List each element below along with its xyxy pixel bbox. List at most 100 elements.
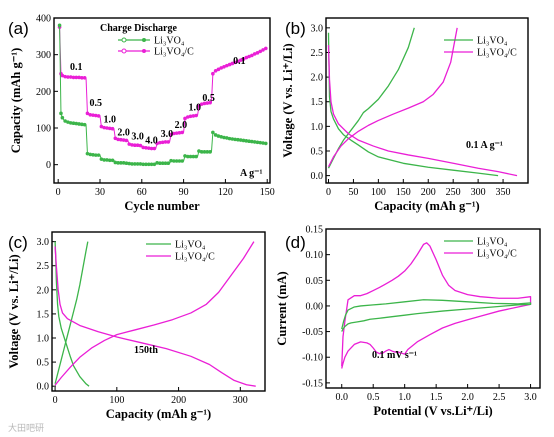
data-point (230, 137, 235, 141)
data-point (77, 122, 81, 126)
data-point (138, 143, 143, 148)
data-point (71, 121, 76, 126)
data-point (77, 75, 81, 80)
y-tick-label: 1.0 (311, 122, 324, 133)
data-point (124, 138, 129, 143)
y-axis-label: Voltage (V vs. Li⁺/Li) (7, 254, 21, 368)
data-point (247, 54, 251, 59)
data-point (252, 52, 257, 56)
data-point (110, 158, 115, 163)
data-point (225, 63, 229, 68)
data-point (146, 162, 151, 167)
data-point (202, 101, 207, 106)
data-point (261, 48, 265, 52)
y-tick-label: 2.0 (311, 73, 324, 84)
plot-frame (53, 17, 271, 184)
data-point (199, 150, 204, 154)
y-tick-label: 0.5 (311, 146, 324, 157)
data-point (91, 152, 95, 157)
rate-label: 1.0 (103, 115, 116, 126)
data-point (241, 57, 246, 61)
data-point (219, 66, 224, 70)
rate-label: 3.0 (161, 129, 174, 140)
data-point (247, 139, 251, 143)
y-tick-label: 2.0 (37, 285, 50, 296)
data-point (264, 141, 268, 146)
series-line (341, 242, 532, 369)
data-point (85, 111, 90, 116)
y-tick-label: 0.10 (306, 250, 324, 261)
y-tick-label: 3.0 (37, 237, 50, 248)
data-point (60, 115, 65, 120)
y-tick-label: 2.5 (311, 48, 324, 59)
data-point (255, 140, 260, 145)
data-point (82, 75, 87, 80)
x-tick-label: 120 (218, 187, 233, 198)
series-line (54, 241, 90, 387)
legend-marker (121, 37, 127, 43)
data-point (211, 71, 215, 76)
rate-label: 0.5 (202, 93, 215, 104)
y-tick-label: 3.0 (311, 23, 324, 34)
x-axis-label: Capacity (mAh g⁻¹) (374, 199, 479, 213)
data-point (194, 113, 198, 118)
data-point (225, 136, 229, 140)
data-point (208, 100, 212, 105)
panel-label: (b) (285, 19, 306, 38)
data-point (185, 115, 190, 119)
legend-entry: Li₃VO₄/C (477, 48, 517, 59)
data-point (238, 138, 243, 142)
data-point (177, 130, 182, 135)
data-point (205, 150, 210, 154)
rate-label: 1.0 (188, 102, 201, 113)
x-tick-label: 60 (137, 187, 147, 198)
data-point (244, 55, 249, 60)
data-point (105, 158, 109, 162)
y-tick-label: 0 (46, 160, 51, 171)
data-point (82, 122, 87, 127)
legend-marker (142, 38, 146, 42)
data-point (155, 161, 159, 165)
data-point (63, 119, 67, 123)
legend-entry: Li₃VO₄/C (175, 252, 215, 263)
data-point (213, 69, 218, 73)
data-point (163, 161, 168, 165)
data-point (169, 158, 173, 163)
y-tick-label: 0.15 (306, 225, 324, 236)
data-point (163, 140, 168, 144)
data-point (133, 162, 137, 166)
data-point (116, 161, 120, 165)
legend-entry: Li₃VO₄ (477, 36, 508, 47)
data-point (194, 154, 198, 159)
data-point (185, 154, 190, 159)
data-point (197, 149, 201, 153)
data-point (177, 159, 182, 163)
rate-label: 0.1 (70, 62, 83, 73)
data-point (252, 140, 257, 144)
panel-b: 0 50 100 150 200 250 300 350 0.0 0.5 1.0 1.5 2.0 2.5 3… (281, 17, 529, 213)
data-point (144, 162, 148, 167)
data-point (169, 132, 173, 137)
data-point (188, 114, 193, 119)
data-point (149, 162, 154, 167)
data-point (102, 125, 106, 130)
y-tick-label: 100 (36, 124, 51, 135)
data-point (113, 160, 118, 165)
series-line (54, 246, 256, 387)
legend-marker (121, 48, 127, 54)
y-tick-label: 0.5 (37, 358, 50, 369)
data-point (66, 75, 70, 79)
y-tick-label: 0.0 (311, 171, 324, 182)
data-point (255, 51, 260, 55)
x-tick-label: 250 (446, 187, 461, 198)
data-point (205, 101, 210, 105)
y-tick-label: 300 (36, 50, 51, 61)
data-point (258, 49, 263, 54)
data-point (258, 140, 263, 145)
y-tick-label: 1.5 (37, 309, 50, 320)
y-tick-label: 1.5 (311, 97, 324, 108)
panel-label: (c) (8, 233, 28, 252)
data-point (135, 143, 140, 148)
y-tick-label: 0.0 (37, 382, 50, 393)
x-tick-label: 30 (95, 187, 105, 198)
